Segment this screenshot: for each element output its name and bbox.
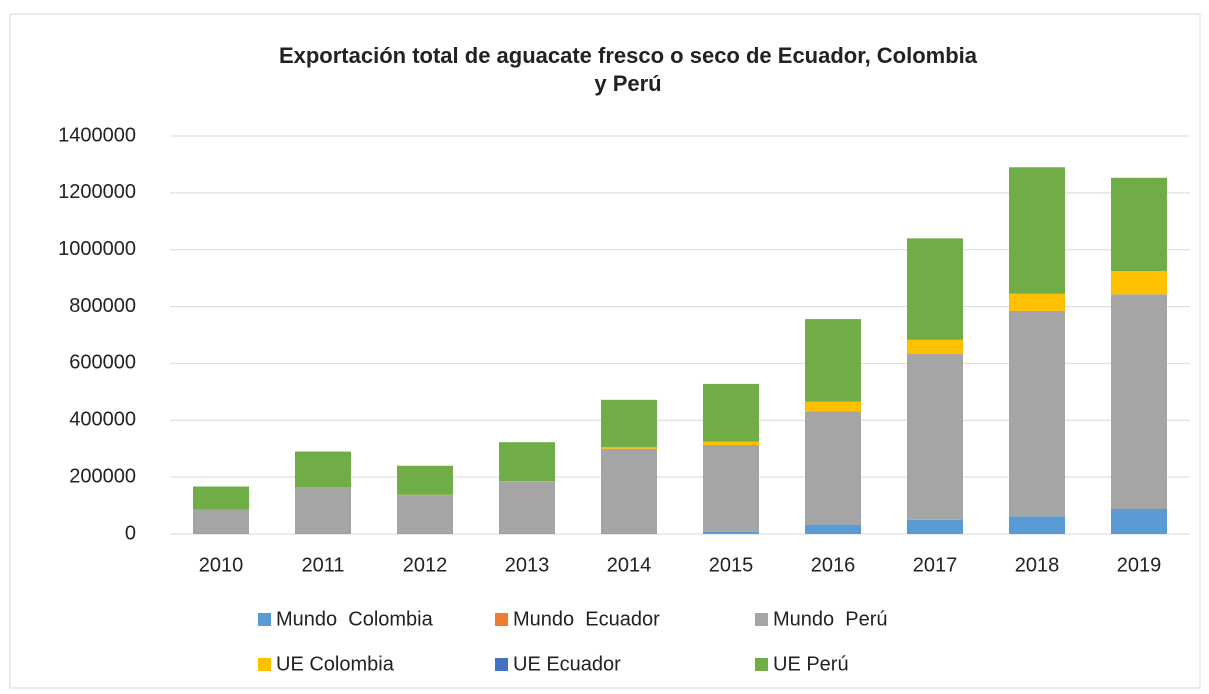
bar-segment <box>397 533 453 534</box>
x-tick-label: 2015 <box>709 554 754 576</box>
bar-segment <box>295 488 351 533</box>
bar-segment <box>703 384 759 442</box>
x-tick-label: 2016 <box>811 554 856 576</box>
bar-segment <box>703 445 759 532</box>
bar-segment <box>1111 509 1167 534</box>
x-tick-label: 2011 <box>301 554 344 576</box>
y-tick-label: 400000 <box>69 409 136 431</box>
x-tick-label: 2010 <box>199 554 244 576</box>
bar-segment <box>1009 167 1065 294</box>
legend-label: UE Colombia <box>276 653 395 675</box>
bar-segment <box>907 520 963 534</box>
bar-segment <box>703 532 759 534</box>
bar-segment <box>907 340 963 354</box>
bar-segment <box>805 402 861 412</box>
bar-segment <box>295 533 351 534</box>
bar-segment <box>1009 294 1065 311</box>
y-tick-label: 200000 <box>69 465 136 487</box>
x-tick-label: 2013 <box>505 554 550 576</box>
bar-segment <box>601 400 657 447</box>
y-tick-label: 1400000 <box>58 124 136 146</box>
bar-segment <box>499 482 555 533</box>
bar-segment <box>499 442 555 481</box>
bar-segment <box>1009 311 1065 517</box>
x-tick-label: 2017 <box>913 554 958 576</box>
bar-segment <box>193 487 249 510</box>
bar-segment <box>601 533 657 534</box>
bar-segment <box>805 411 861 524</box>
y-tick-label: 600000 <box>69 352 136 374</box>
bar-segment <box>499 533 555 534</box>
x-tick-label: 2018 <box>1015 554 1060 576</box>
legend-swatch <box>495 658 508 671</box>
bar-segment <box>1111 294 1167 509</box>
legend-swatch <box>755 658 768 671</box>
bar-segment <box>295 452 351 488</box>
bar-segment <box>601 447 657 448</box>
legend-label: Mundo Colombia <box>276 608 434 630</box>
legend-label: UE Ecuador <box>513 653 621 675</box>
bar-segment <box>397 466 453 495</box>
y-tick-label: 1200000 <box>58 181 136 203</box>
legend-label: Mundo Perú <box>773 608 888 630</box>
y-tick-label: 1000000 <box>58 238 136 260</box>
bar-segment <box>907 238 963 339</box>
x-tick-label: 2012 <box>403 554 448 576</box>
bar-segment <box>805 319 861 401</box>
legend-swatch <box>495 613 508 626</box>
bar-segment <box>805 525 861 534</box>
legend-swatch <box>755 613 768 626</box>
bar-segment <box>499 481 555 482</box>
x-tick-label: 2014 <box>607 554 652 576</box>
legend-swatch <box>258 613 271 626</box>
bar-segment <box>1111 271 1167 294</box>
bar-segment <box>601 449 657 533</box>
bar-segment <box>397 495 453 533</box>
bar-segment <box>193 533 249 534</box>
y-tick-label: 0 <box>125 522 136 544</box>
legend-swatch <box>258 658 271 671</box>
bar-segment <box>907 354 963 520</box>
bar-segment <box>1009 516 1065 534</box>
bar-segment <box>1111 178 1167 271</box>
bar-segment <box>193 510 249 534</box>
legend-label: Mundo Ecuador <box>513 608 660 630</box>
bar-segment <box>703 442 759 445</box>
legend-label: UE Perú <box>773 653 849 675</box>
x-tick-label: 2019 <box>1117 554 1162 576</box>
y-tick-label: 800000 <box>69 295 136 317</box>
